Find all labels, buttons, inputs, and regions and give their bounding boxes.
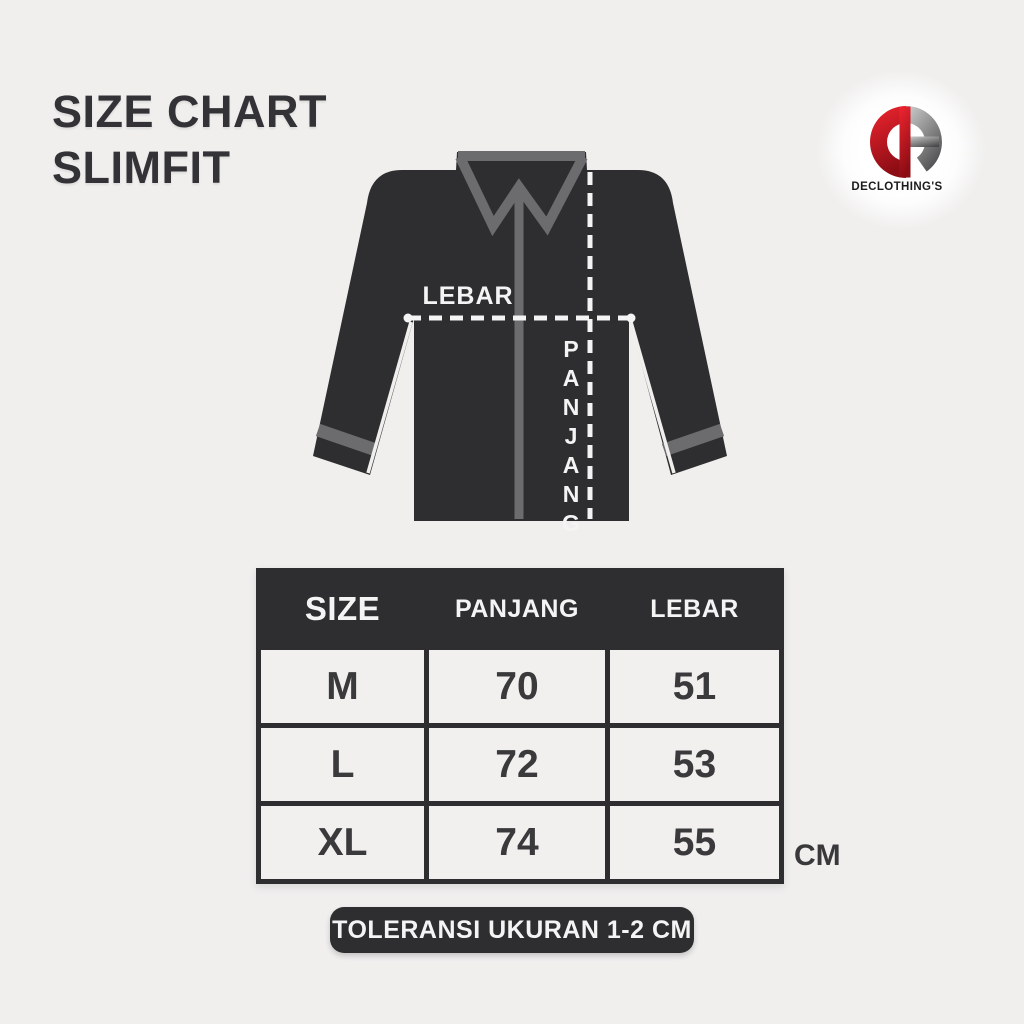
declothings-monogram-logo-icon xyxy=(870,106,942,178)
size-xl: XL xyxy=(256,801,429,884)
panjang-xl: 74 xyxy=(424,801,610,884)
brand-name: DECLOTHING'S xyxy=(851,181,943,193)
table-row-xl: XL 74 55 xyxy=(256,801,784,884)
logo-d-stem xyxy=(899,106,911,178)
left-armpit-seam xyxy=(366,321,413,474)
unit-label: CM xyxy=(794,839,841,872)
size-m: M xyxy=(256,645,429,728)
header-size: SIZE xyxy=(256,568,429,650)
width-line-right-cap xyxy=(626,313,636,323)
logo-e-shape xyxy=(906,106,942,172)
length-measure-label: PANJANG xyxy=(558,336,584,539)
collar-flaps xyxy=(455,154,588,237)
size-table: SIZE PANJANG LEBAR M 70 51 L 72 53 XL 74… xyxy=(256,568,784,884)
logo-e-crossbar xyxy=(906,136,939,147)
lebar-l: 53 xyxy=(605,723,784,806)
table-row-m: M 70 51 xyxy=(256,645,784,728)
right-armpit-seam xyxy=(629,321,676,474)
tolerance-note-text: TOLERANSI UKURAN 1-2 CM xyxy=(332,915,692,944)
width-measure-label: LEBAR xyxy=(422,282,514,310)
right-cuff-stripe xyxy=(661,423,725,457)
shirt-illustration xyxy=(313,151,727,521)
lebar-m: 51 xyxy=(605,645,784,728)
panjang-l: 72 xyxy=(424,723,610,806)
panjang-m: 70 xyxy=(424,645,610,728)
tolerance-note-badge: TOLERANSI UKURAN 1-2 CM xyxy=(330,907,694,953)
size-l: L xyxy=(256,723,429,806)
width-line-left-cap xyxy=(403,313,413,323)
header-lebar: LEBAR xyxy=(605,568,784,650)
header-panjang: PANJANG xyxy=(424,568,610,650)
page-title: SIZE CHART SLIMFIT xyxy=(52,86,327,194)
table-row-l: L 72 53 xyxy=(256,723,784,806)
size-table-header-row: SIZE PANJANG LEBAR xyxy=(256,568,784,650)
lebar-xl: 55 xyxy=(605,801,784,884)
logo-d-bowl xyxy=(870,106,906,178)
left-cuff-stripe xyxy=(315,423,379,457)
